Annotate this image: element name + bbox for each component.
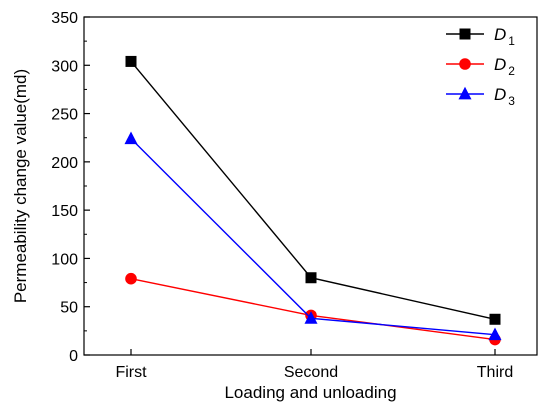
y-tick-label: 250 [51,107,78,124]
legend-marker [459,58,471,70]
y-tick-label: 300 [51,58,78,75]
data-point-d3-third [488,327,502,341]
series-line-d3 [130,138,496,336]
y-tick-label: 100 [51,251,78,268]
data-point-d3-first [124,131,138,145]
legend-marker [458,86,472,100]
x-tick-label: Second [284,364,338,381]
x-tick-label: First [115,364,147,381]
x-axis-title: Loading and unloading [224,383,396,402]
legend-marker [459,28,471,40]
y-axis: 0 50 100 150 200 250 300 350 [51,10,90,365]
legend-label-main: D [494,85,506,104]
legend-label-subscript: 2 [508,64,515,78]
x-axis: First Second Third [115,349,513,381]
data-point-d2-first [125,272,137,285]
y-tick-label: 50 [60,300,78,317]
plot-marks [124,55,502,346]
y-tick-label: 150 [51,203,78,220]
legend: D 1D 2D 3 [446,25,515,108]
x-tick-label: Third [477,364,513,381]
legend-label-subscript: 1 [508,34,515,48]
data-point-d1-first [125,55,137,67]
data-point-d1-third [489,313,501,325]
legend-label-main: D [494,25,506,44]
legend-label-subscript: 3 [508,94,515,108]
y-tick-label: 200 [51,155,78,172]
data-point-d1-second [305,272,317,284]
y-axis-title: Permeability change value(md) [11,69,30,303]
y-tick-label: 0 [69,348,78,365]
y-tick-label: 350 [51,10,78,27]
data-point-d3-second [304,311,318,324]
legend-label-main: D [494,55,506,74]
